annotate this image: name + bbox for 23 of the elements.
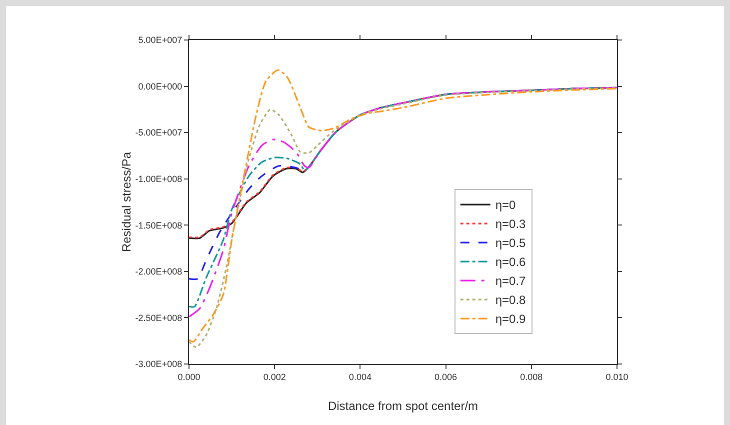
legend-label: η=0.5: [495, 236, 526, 250]
legend-label: η=0.7: [495, 274, 526, 288]
y-tick-label: -1.00E+008: [135, 174, 182, 184]
y-tick-label: -1.50E+008: [135, 220, 182, 230]
y-tick-label: -5.00E+007: [135, 128, 182, 138]
y-tick-label: 5.00E+007: [138, 35, 182, 46]
y-tick-label: -3.00E+008: [135, 359, 182, 370]
x-tick-label: 0.002: [263, 372, 286, 382]
legend-label: η=0.3: [495, 217, 526, 232]
y-axis-title: Residual stress/Pa: [119, 152, 134, 252]
legend-label: η=0.6: [495, 255, 526, 270]
x-tick-label: 0.008: [520, 372, 543, 382]
x-tick-label: 0.000: [178, 372, 200, 382]
x-tick-label: 0.006: [434, 372, 458, 382]
x-tick-label: 0.010: [606, 372, 628, 382]
legend-label: η=0.8: [495, 293, 526, 308]
legend-label: η=0.9: [495, 312, 526, 326]
legend-label: η=0: [495, 198, 516, 212]
x-axis-title: Distance from spot center/m: [328, 399, 478, 414]
y-tick-label: -2.50E+008: [135, 312, 182, 323]
x-tick-label: 0.004: [348, 372, 372, 382]
y-tick-label: 0.00E+000: [138, 81, 182, 92]
y-tick-label: -2.00E+008: [135, 266, 182, 277]
